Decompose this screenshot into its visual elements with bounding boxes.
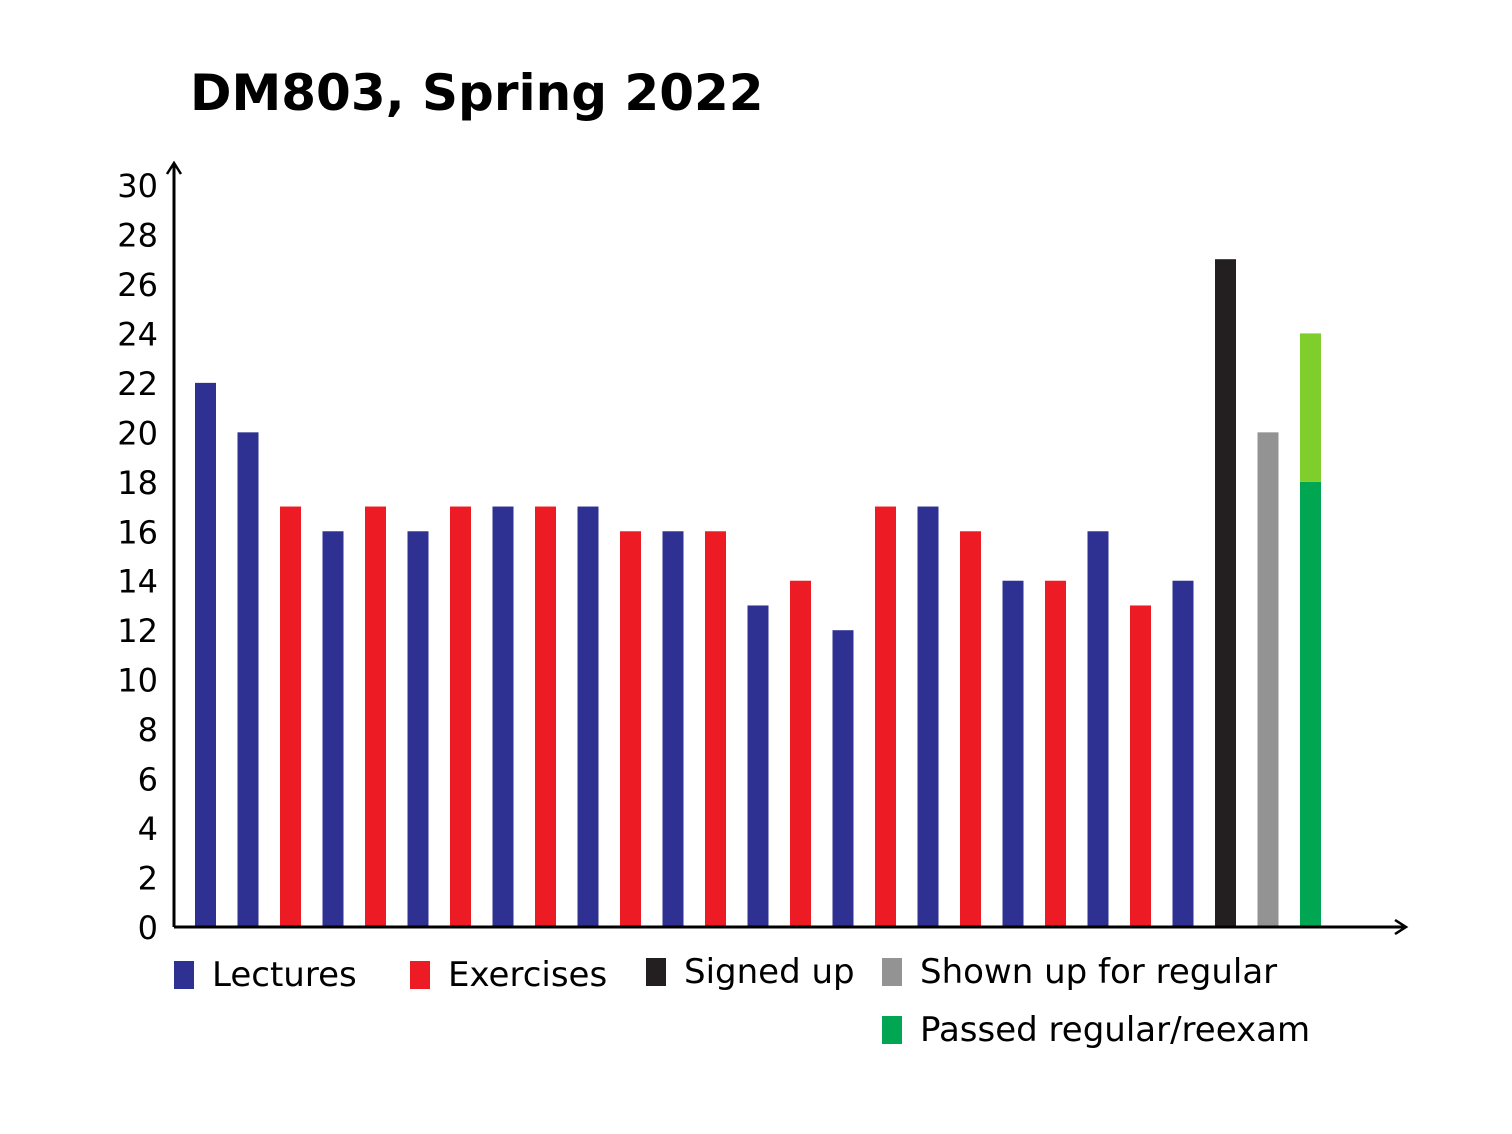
chart-title: DM803, Spring 2022 (190, 64, 764, 122)
legend-item-exercises: Exercises (410, 955, 607, 995)
legend-swatch-signed-up (646, 958, 666, 986)
bar-14-lectures (747, 605, 769, 927)
legend-swatch-lectures (174, 961, 194, 989)
y-tick-label-14: 14 (117, 563, 158, 601)
legend-item-signed-up: Signed up (646, 952, 855, 992)
legend-swatch-passed (882, 1016, 902, 1044)
bar-2-lectures (237, 432, 259, 927)
bar-18-lectures (917, 506, 939, 927)
y-tick-label-2: 2 (138, 860, 158, 898)
y-tick-label-10: 10 (117, 662, 158, 700)
bar-8-lectures (492, 506, 514, 927)
bar-12-lectures (662, 531, 684, 927)
y-tick-label-26: 26 (117, 266, 158, 304)
bar-23-exercises (1130, 605, 1151, 927)
y-tick-label-24: 24 (117, 315, 158, 353)
bar-9-exercises (535, 506, 556, 927)
bar-25-signed-up (1215, 259, 1236, 927)
legend-label-signed-up: Signed up (684, 952, 855, 992)
y-tick-label-30: 30 (117, 167, 158, 205)
y-tick-label-8: 8 (138, 711, 158, 749)
y-tick-label-12: 12 (117, 612, 158, 650)
y-tick-label-18: 18 (117, 464, 158, 502)
legend-swatch-exercises (410, 961, 430, 989)
bar-4-lectures (322, 531, 344, 927)
bar-15-exercises (790, 580, 811, 927)
legend-swatch-shown-up (882, 958, 902, 986)
bar-13-exercises (705, 531, 726, 927)
legend-item-passed: Passed regular/reexam (882, 1010, 1310, 1050)
bar-22-lectures (1087, 531, 1109, 927)
legend-label-passed: Passed regular/reexam (920, 1010, 1311, 1050)
bar-16-lectures (832, 630, 854, 927)
legend-label-exercises: Exercises (448, 955, 608, 995)
legend-label-shown-up: Shown up for regular (920, 952, 1278, 992)
bar-7-exercises (450, 506, 471, 927)
bar-17-exercises (875, 506, 896, 927)
y-tick-label-20: 20 (117, 414, 158, 452)
bar-11-exercises (620, 531, 641, 927)
bar-5-exercises (365, 506, 386, 927)
bar-27-passed-regular-reexam (1300, 481, 1321, 927)
legend-item-lectures: Lectures (174, 955, 357, 995)
y-tick-label-0: 0 (138, 909, 158, 947)
y-tick-label-6: 6 (138, 761, 158, 799)
x-axis-arrow (1394, 918, 1409, 936)
bar-21-exercises (1045, 580, 1066, 927)
bar-19-exercises (960, 531, 981, 927)
axes-group (165, 160, 1409, 936)
legend-label-lectures: Lectures (212, 955, 357, 995)
bars-group (195, 259, 1321, 927)
bar-26-shown-up-for-regular (1257, 432, 1279, 927)
bar-24-lectures (1172, 580, 1194, 927)
bar-6-lectures (407, 531, 429, 927)
legend-item-shown-up: Shown up for regular (882, 952, 1277, 992)
bar-10-lectures (577, 506, 599, 927)
y-axis-arrow (165, 160, 183, 175)
y-tick-label-22: 22 (117, 365, 158, 403)
bar-3-exercises (280, 506, 301, 927)
y-tick-label-16: 16 (117, 513, 158, 551)
y-tick-label-4: 4 (138, 810, 158, 848)
bar-27-reexam-extra (1300, 333, 1321, 482)
bar-20-lectures (1002, 580, 1024, 927)
bar-1-lectures (195, 382, 216, 927)
y-tick-label-28: 28 (117, 216, 158, 254)
